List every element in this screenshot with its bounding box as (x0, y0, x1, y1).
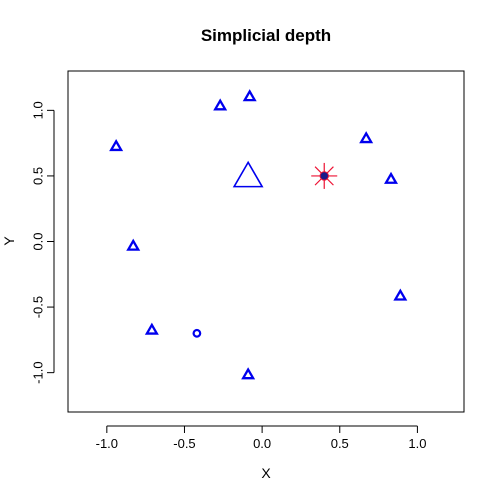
triangle-point (213, 98, 228, 111)
x-tick-label: 1.0 (408, 436, 426, 451)
y-tick-label: 1.0 (31, 101, 46, 119)
triangle-point (126, 238, 141, 251)
triangle-point (241, 367, 256, 380)
circle-point (192, 328, 202, 338)
x-tick-label: 0.0 (253, 436, 271, 451)
x-tick-label: -0.5 (173, 436, 195, 451)
x-tick-label: -1.0 (96, 436, 118, 451)
triangle-point (359, 131, 374, 144)
y-tick-label: -1.0 (31, 361, 46, 383)
y-tick-label: 0.5 (31, 167, 46, 185)
plot-frame (67, 70, 465, 413)
y-tick-label: -0.5 (31, 296, 46, 318)
x-tick-label: 0.5 (331, 436, 349, 451)
y-tick-label: 0.0 (31, 232, 46, 250)
triangle-point (242, 89, 257, 102)
triangle-point (109, 138, 124, 152)
triangle-point (393, 288, 408, 301)
x-axis: -1.0 -0.5 0.0 0.5 1.0 (96, 425, 426, 451)
data-points (109, 89, 408, 380)
chart-title: Simplicial depth (201, 26, 331, 45)
star-marker (311, 162, 338, 189)
x-axis-label: X (261, 465, 271, 481)
large-triangle-point (232, 160, 264, 188)
y-axis-label: Y (1, 236, 17, 246)
triangle-point (384, 171, 399, 184)
y-axis: -1.0 -0.5 0.0 0.5 1.0 (31, 101, 55, 384)
star-center-dot (319, 171, 329, 181)
triangle-point (144, 322, 159, 335)
